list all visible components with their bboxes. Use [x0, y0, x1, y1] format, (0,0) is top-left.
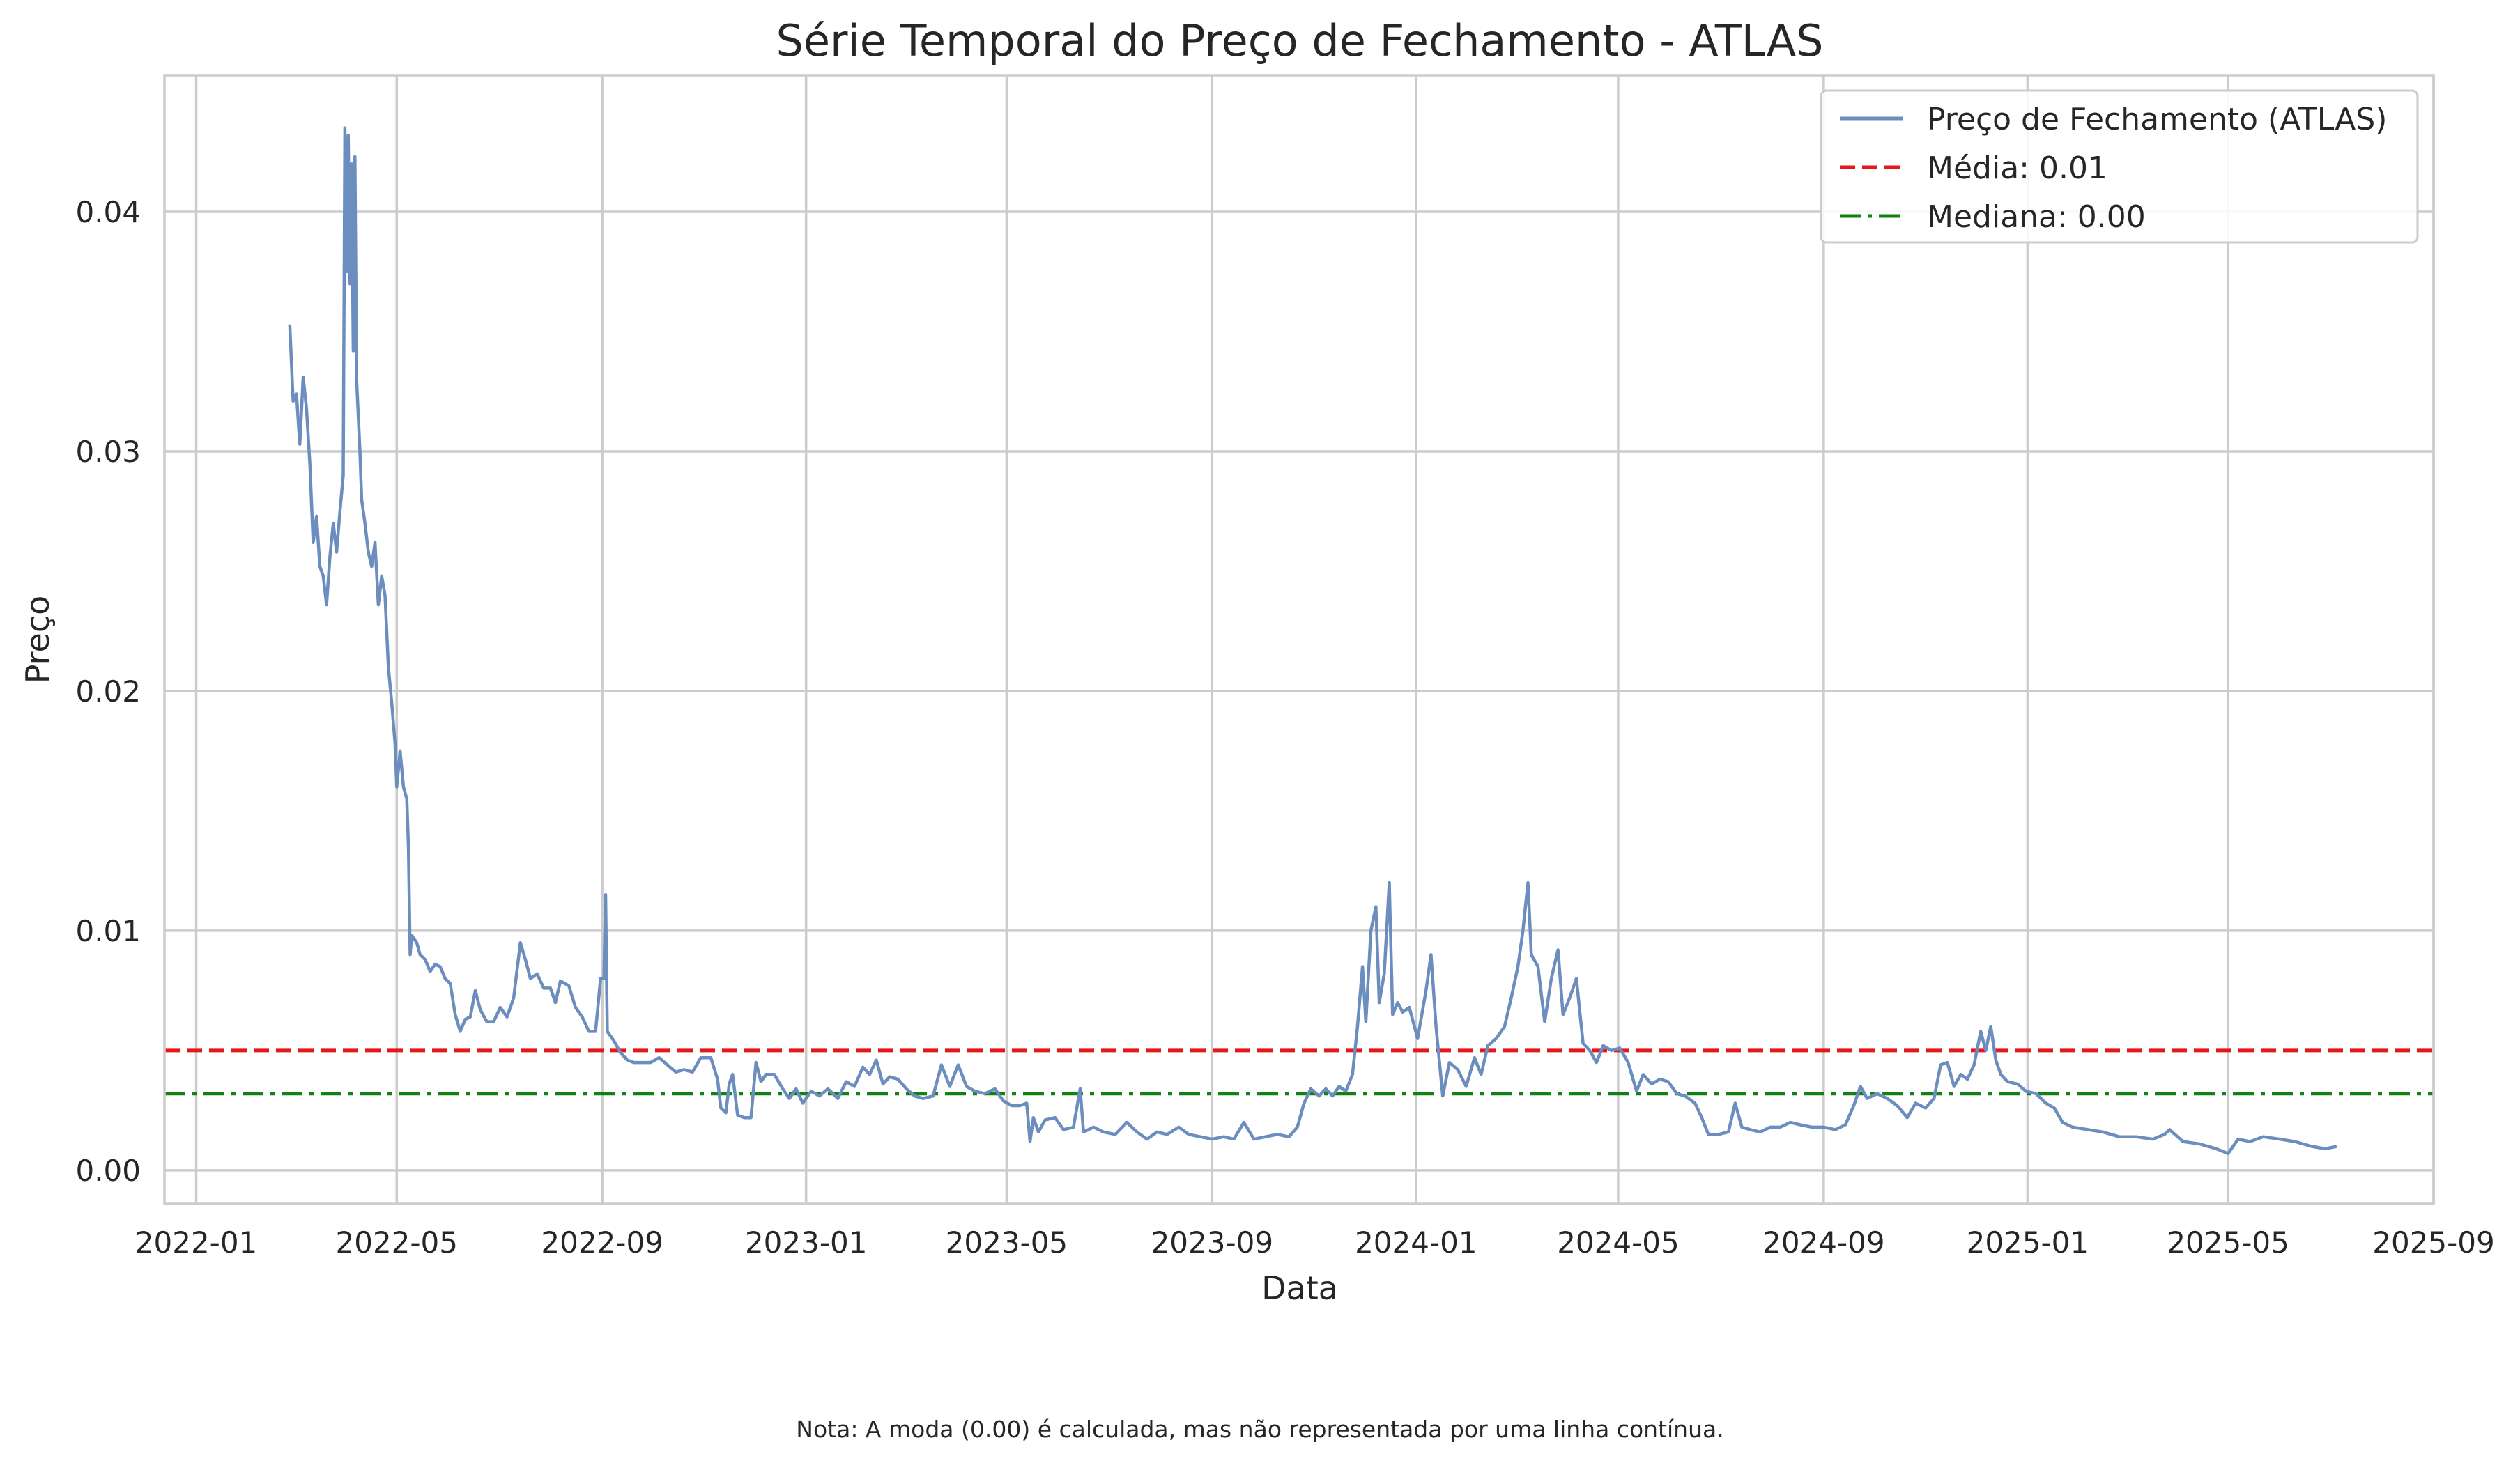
- plot-area-frame: [163, 74, 2435, 1205]
- y-tick-label: 0.00: [75, 1154, 141, 1188]
- y-tick-label: 0.02: [75, 674, 141, 709]
- x-axis-label: Data: [1261, 1269, 1338, 1307]
- y-tick-label: 0.04: [75, 195, 141, 229]
- x-tick-label: 2024-01: [1355, 1225, 1477, 1260]
- x-tick-label: 2022-05: [336, 1225, 459, 1260]
- y-tick-label: 0.03: [75, 435, 141, 469]
- legend-label-price: Preço de Fechamento (ATLAS): [1927, 102, 2387, 137]
- x-tick-label: 2025-05: [2167, 1225, 2289, 1260]
- legend-box: [1820, 89, 2419, 244]
- footnote: Nota: A moda (0.00) é calculada, mas não…: [796, 1416, 1723, 1443]
- price-series-line: [288, 126, 2337, 1156]
- reference-lines: [164, 1048, 2434, 1096]
- x-tick-label: 2024-09: [1762, 1225, 1885, 1260]
- x-tick-label: 2022-01: [135, 1225, 258, 1260]
- legend-label-median: Mediana: 0.00: [1927, 199, 2146, 235]
- chart-title: Série Temporal do Preço de Fechamento - …: [776, 15, 1823, 66]
- x-tick-label: 2023-01: [745, 1225, 868, 1260]
- x-tick-label: 2025-09: [2372, 1225, 2495, 1260]
- grid: [164, 75, 2435, 1204]
- legend-label-mean: Média: 0.01: [1927, 150, 2107, 186]
- x-axis-ticks: 2022-01 2022-05 2022-09 2023-01 2023-05 2023-…: [135, 1225, 2495, 1260]
- x-tick-label: 2025-01: [1967, 1225, 2089, 1260]
- y-tick-label: 0.01: [75, 914, 141, 948]
- legend: Preço de Fechamento (ATLAS) Média: 0.01 Me…: [1820, 89, 2419, 244]
- x-tick-label: 2022-09: [541, 1225, 663, 1260]
- y-axis-ticks: 0.00 0.01 0.02 0.03 0.04: [75, 195, 141, 1188]
- y-axis-label: Preço: [19, 596, 56, 684]
- x-tick-label: 2023-09: [1151, 1225, 1274, 1260]
- x-tick-label: 2024-05: [1557, 1225, 1680, 1260]
- x-tick-label: 2023-05: [946, 1225, 1068, 1260]
- series-layer: [288, 126, 2337, 1156]
